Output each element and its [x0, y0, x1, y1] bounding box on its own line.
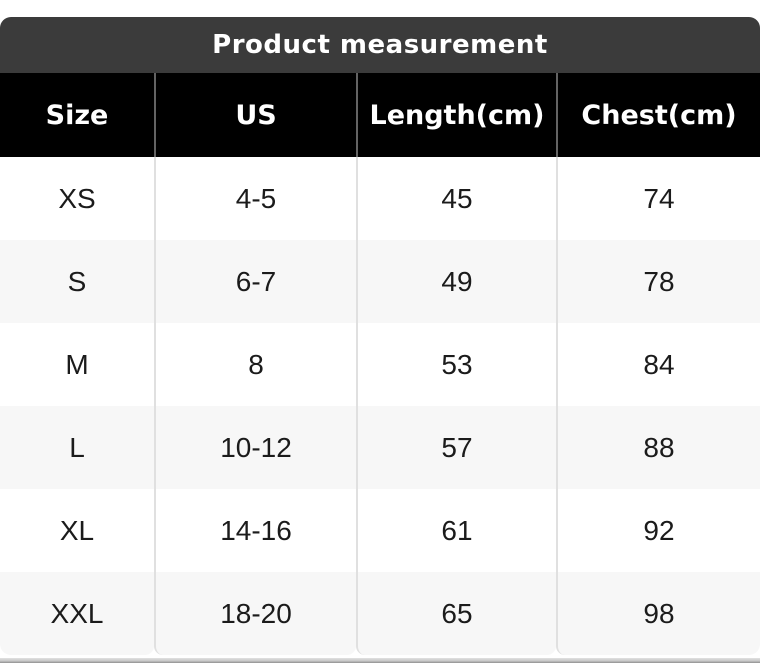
chest-cell: 98 [556, 572, 760, 655]
length-cell: 61 [356, 489, 556, 572]
column-header-size: Size [0, 73, 154, 157]
chest-cell: 78 [556, 240, 760, 323]
us-cell: 14-16 [154, 489, 356, 572]
us-cell: 6-7 [154, 240, 356, 323]
size-chart-card: Product measurement Size US Length(cm) C… [0, 17, 760, 655]
size-cell: XL [0, 489, 154, 572]
size-cell: XXL [0, 572, 154, 655]
size-cell: M [0, 323, 154, 406]
us-cell: 10-12 [154, 406, 356, 489]
table-title: Product measurement [212, 30, 548, 60]
column-header-length: Length(cm) [356, 73, 556, 157]
us-cell: 4-5 [154, 157, 356, 240]
us-cell: 18-20 [154, 572, 356, 655]
chest-cell: 92 [556, 489, 760, 572]
chest-cell: 74 [556, 157, 760, 240]
table-row-s: S 6-7 49 78 [0, 240, 760, 323]
table-row-xl: XL 14-16 61 92 [0, 489, 760, 572]
size-cell: S [0, 240, 154, 323]
chest-cell: 84 [556, 323, 760, 406]
us-cell: 8 [154, 323, 356, 406]
length-cell: 57 [356, 406, 556, 489]
table-row-l: L 10-12 57 88 [0, 406, 760, 489]
length-cell: 65 [356, 572, 556, 655]
length-cell: 45 [356, 157, 556, 240]
table-row-xs: XS 4-5 45 74 [0, 157, 760, 240]
chest-cell: 88 [556, 406, 760, 489]
size-cell: XS [0, 157, 154, 240]
size-chart-table: Size US Length(cm) Chest(cm) XS 4-5 45 7… [0, 73, 760, 655]
next-section-edge [0, 658, 760, 663]
length-cell: 53 [356, 323, 556, 406]
length-cell: 49 [356, 240, 556, 323]
table-row-m: M 8 53 84 [0, 323, 760, 406]
table-header-row: Size US Length(cm) Chest(cm) [0, 73, 760, 157]
column-header-chest: Chest(cm) [556, 73, 760, 157]
table-row-xxl: XXL 18-20 65 98 [0, 572, 760, 655]
column-header-us: US [154, 73, 356, 157]
size-cell: L [0, 406, 154, 489]
table-title-bar: Product measurement [0, 17, 760, 73]
